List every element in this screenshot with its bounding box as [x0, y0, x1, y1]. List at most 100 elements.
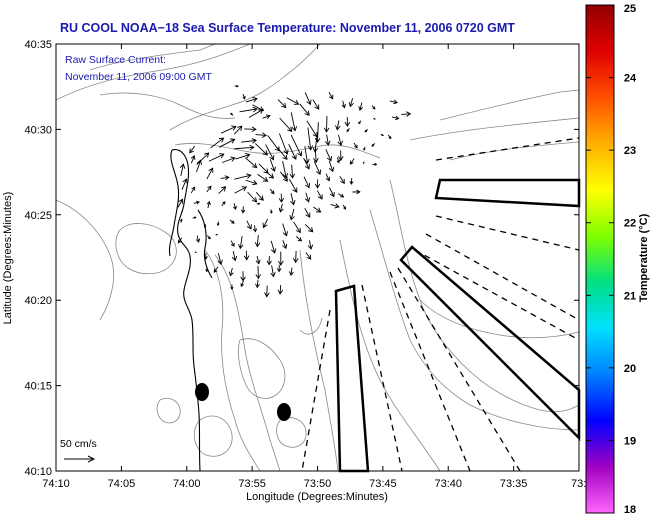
current-vector [206, 167, 214, 180]
current-vector [358, 120, 362, 125]
current-vector [254, 235, 261, 248]
current-vector [206, 185, 212, 193]
colorbar-tick-label: 19 [624, 435, 636, 447]
current-vector [230, 240, 235, 247]
colorbar-label: Temperature (°C) [638, 213, 650, 302]
current-vector [316, 190, 323, 200]
current-vector [349, 158, 355, 165]
current-vector [278, 193, 285, 203]
colorbar [585, 4, 615, 514]
current-vector [245, 179, 258, 186]
current-vector [269, 188, 275, 195]
current-vector [371, 105, 376, 110]
current-vector [229, 219, 235, 224]
colorbar-tick-label: 24 [624, 73, 637, 85]
current-vector [304, 192, 311, 203]
current-vector [295, 236, 303, 242]
current-vector [304, 146, 310, 165]
current-vector [220, 175, 230, 181]
current-vector [337, 150, 344, 162]
y-axis: 40:10 40:15 40:20 40:25 40:30 40:35 [24, 39, 579, 478]
current-vector [265, 144, 275, 161]
current-vector [312, 99, 320, 110]
current-vector [323, 115, 330, 133]
current-vector [241, 206, 246, 214]
colorbar-tick-label: 25 [624, 3, 636, 15]
current-vector [289, 208, 295, 221]
current-vector [190, 155, 196, 164]
x-axis: 74:10 74:05 74:00 73:55 73:50 73:45 73:40 73:35… [42, 44, 592, 490]
current-vector [387, 134, 392, 140]
colorbar-tick-label: 22 [624, 218, 636, 230]
current-vector [338, 193, 345, 198]
x-tick-label: 73:55 [238, 478, 266, 490]
current-vector [324, 134, 331, 146]
annotation-line-1: Raw Surface Current: [65, 54, 166, 66]
current-vector [242, 93, 246, 100]
current-vector [241, 138, 258, 144]
current-vector [288, 178, 298, 193]
annotation-line-2: November 11, 2006 09:00 GMT [65, 71, 212, 83]
current-vector [269, 159, 276, 172]
current-vector [255, 255, 261, 265]
current-vectors [177, 84, 412, 298]
current-vector [244, 157, 258, 169]
x-tick-label: 73:40 [434, 478, 462, 490]
current-vector [391, 115, 400, 121]
current-vector [206, 235, 211, 240]
current-vector [203, 224, 207, 229]
current-vector [278, 251, 284, 266]
current-vector [203, 253, 208, 260]
current-vector [255, 265, 262, 280]
current-vector [304, 92, 312, 106]
current-vector [217, 253, 223, 266]
current-vector [372, 162, 378, 166]
current-vector [247, 191, 258, 203]
current-vector [389, 99, 398, 105]
current-vector [289, 164, 296, 179]
current-vector [353, 142, 358, 149]
current-vector [335, 120, 341, 131]
current-vector [282, 240, 288, 250]
current-vector [244, 126, 257, 133]
current-vector [179, 163, 186, 177]
current-vector [362, 161, 365, 164]
current-vector [238, 236, 244, 250]
current-vector [328, 160, 335, 173]
current-vector [232, 203, 237, 211]
current-vector [208, 153, 225, 162]
current-vector [313, 146, 319, 164]
current-vector [337, 134, 343, 147]
x-tick-label: 73:50 [304, 478, 332, 490]
current-vector [293, 221, 301, 234]
current-vector [230, 284, 234, 291]
current-vector [352, 189, 361, 195]
current-vector [299, 103, 310, 116]
current-vector [255, 279, 260, 289]
current-vector [328, 91, 334, 100]
current-vector [304, 223, 314, 233]
current-vector [288, 144, 297, 160]
current-vector [240, 280, 244, 288]
current-vector [349, 178, 354, 185]
current-vector [314, 179, 321, 189]
current-vector [325, 149, 332, 162]
current-vector [336, 157, 341, 164]
current-vector [307, 240, 314, 250]
current-vector [314, 122, 321, 144]
current-vector [234, 144, 255, 151]
current-vector [278, 133, 289, 155]
colorbar-tick-label: 23 [624, 145, 636, 157]
current-vector [181, 178, 188, 190]
current-vector [256, 202, 261, 205]
current-vector [342, 204, 347, 210]
current-vector [266, 256, 272, 266]
current-vector [270, 265, 276, 278]
x-tick-label: 73:35 [500, 478, 528, 490]
current-vector [233, 125, 243, 135]
current-vector [276, 264, 282, 273]
current-vector [286, 97, 300, 105]
current-vector [380, 133, 384, 137]
current-vector [304, 207, 311, 218]
x-tick-label: 73:45 [369, 478, 397, 490]
